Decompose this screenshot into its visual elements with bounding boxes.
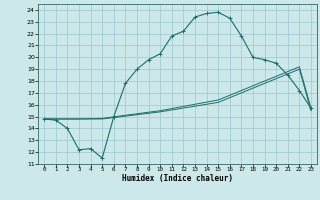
X-axis label: Humidex (Indice chaleur): Humidex (Indice chaleur)	[122, 174, 233, 183]
